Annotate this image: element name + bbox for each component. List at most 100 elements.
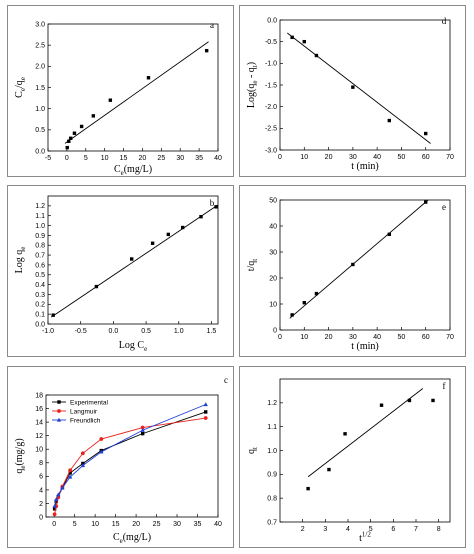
plot-frame — [45, 394, 219, 518]
x-tick-label: 30 — [349, 334, 357, 341]
y-axis-label: Log(qe - qt) — [246, 62, 259, 108]
y-tick-label: 1.2 — [35, 203, 45, 210]
y-tick-label: 0.2 — [35, 302, 45, 309]
y-tick-label: 1.0 — [35, 106, 45, 113]
data-point-experimental — [204, 410, 208, 414]
y-tick-label: 0.7 — [267, 519, 277, 526]
y-tick-label: -3.0 — [265, 147, 277, 154]
y-tick-label: -0.5 — [265, 39, 277, 46]
x-tick-label: 15 — [112, 521, 120, 528]
x-tick-label: 70 — [446, 154, 454, 161]
x-axis-label: t1/2 — [359, 531, 371, 545]
data-point — [343, 432, 347, 436]
data-point-experimental — [140, 431, 145, 436]
legend-marker — [57, 400, 61, 404]
legend-marker — [56, 417, 62, 422]
data-point — [387, 118, 391, 123]
data-point — [199, 214, 203, 219]
chart-b: -1.0 -0.5 0.0 0.5 1.0 1.5 0.0 0.1 0.2 0.3 0.4 0.5 0.… — [14, 195, 219, 353]
panel-label: b — [210, 198, 215, 208]
x-tick-label: 1.5 — [207, 328, 217, 335]
x-tick-label: 5 — [84, 155, 88, 162]
data-point — [214, 205, 218, 209]
y-tick-label: 16 — [35, 406, 43, 413]
x-tick-label: 30 — [173, 521, 181, 528]
data-point-langmuir — [99, 437, 104, 441]
data-point-experimental — [52, 507, 57, 511]
x-tick-label: 5 — [369, 526, 373, 533]
data-point-freundlich — [52, 503, 57, 508]
x-tick-label: 20 — [325, 154, 333, 161]
data-point — [65, 145, 69, 150]
y-tick-label: 1.0 — [267, 448, 277, 455]
data-point — [79, 124, 84, 129]
legend-label: Langmuir — [70, 408, 98, 415]
y-tick-label: 1.2 — [267, 400, 277, 407]
data-point-freundlich — [80, 463, 86, 468]
data-point-langmuir — [52, 512, 57, 517]
y-tick-label: 0.3 — [35, 292, 45, 299]
data-point — [387, 232, 391, 237]
y-tick-label: -2.0 — [265, 104, 277, 111]
legend-marker — [57, 409, 61, 413]
data-point — [166, 232, 171, 237]
x-tick-label: 60 — [422, 154, 430, 161]
panel-label: a — [210, 20, 214, 30]
data-point — [180, 225, 185, 230]
y-tick-label: 0.0 — [35, 148, 45, 155]
x-tick-label: 70 — [446, 334, 454, 341]
y-tick-label: 12 — [35, 433, 43, 440]
x-tick-label: 10 — [300, 334, 308, 341]
y-tick-label: 8 — [39, 460, 43, 467]
data-point — [379, 403, 384, 407]
x-tick-label: -1.0 — [42, 328, 54, 335]
panel-d: 0 10 20 30 40 50 60 70 -3.0 -2.5 -2.0 -1.5 -1.0 -0.5 0… — [239, 5, 466, 177]
x-axis-label: Ce(mg/L) — [113, 532, 151, 545]
x-tick-label: 0.5 — [141, 328, 151, 335]
fit-line — [289, 199, 429, 319]
chart-e: 0 10 20 30 40 50 60 70 0 10 20 30 40 50 e t (min) t/qt — [246, 197, 454, 352]
data-point — [129, 257, 134, 261]
y-tick-label: 30 — [269, 249, 277, 256]
y-tick-label: 0.7 — [35, 252, 45, 259]
x-tick-label: 30 — [349, 154, 357, 161]
y-tick-label: 10 — [35, 447, 43, 454]
data-point — [68, 136, 73, 140]
chart-a: -5 0 5 10 15 20 25 30 35 40 0.0 0.5 1.0 1.5 2.0 2.5 3.0 a… — [14, 20, 222, 176]
x-tick-label: 0.0 — [109, 328, 119, 335]
fit-line — [307, 388, 424, 478]
x-tick-label: 6 — [391, 526, 395, 533]
y-tick-label: 4 — [39, 487, 43, 494]
data-point — [351, 262, 355, 267]
y-tick-label: 0.8 — [35, 243, 45, 250]
panel-label: c — [224, 375, 228, 385]
y-tick-label: 2 — [39, 501, 43, 508]
y-tick-label: 14 — [35, 420, 43, 427]
y-tick-label: 10 — [269, 301, 277, 308]
x-tick-label: 10 — [300, 154, 308, 161]
y-tick-label: 1.0 — [35, 223, 45, 230]
data-point — [94, 284, 99, 289]
data-point — [91, 114, 96, 118]
plot-frame — [279, 199, 451, 331]
data-point — [108, 98, 113, 102]
fit-line — [51, 204, 219, 318]
plot-frame — [47, 195, 219, 325]
y-tick-label: -1.5 — [265, 82, 277, 89]
x-tick-label: 0 — [278, 334, 282, 341]
data-point-freundlich — [56, 492, 61, 497]
data-point — [51, 313, 55, 317]
x-tick-label: 40 — [373, 154, 381, 161]
x-tick-label: 0 — [52, 521, 56, 528]
y-tick-label: 20 — [269, 275, 277, 282]
x-tick-label: 0 — [278, 154, 282, 161]
data-point-langmuir — [203, 416, 208, 420]
y-tick-label: 1.5 — [35, 85, 45, 92]
x-axis-label: Log Ce — [119, 340, 147, 353]
y-tick-label: 1.1 — [267, 424, 277, 431]
data-point-langmuir — [68, 468, 73, 473]
y-tick-label: 2.5 — [35, 43, 45, 50]
y-tick-label: 0.9 — [35, 233, 45, 240]
data-point-freundlich — [99, 449, 104, 454]
fit-line — [287, 32, 431, 144]
